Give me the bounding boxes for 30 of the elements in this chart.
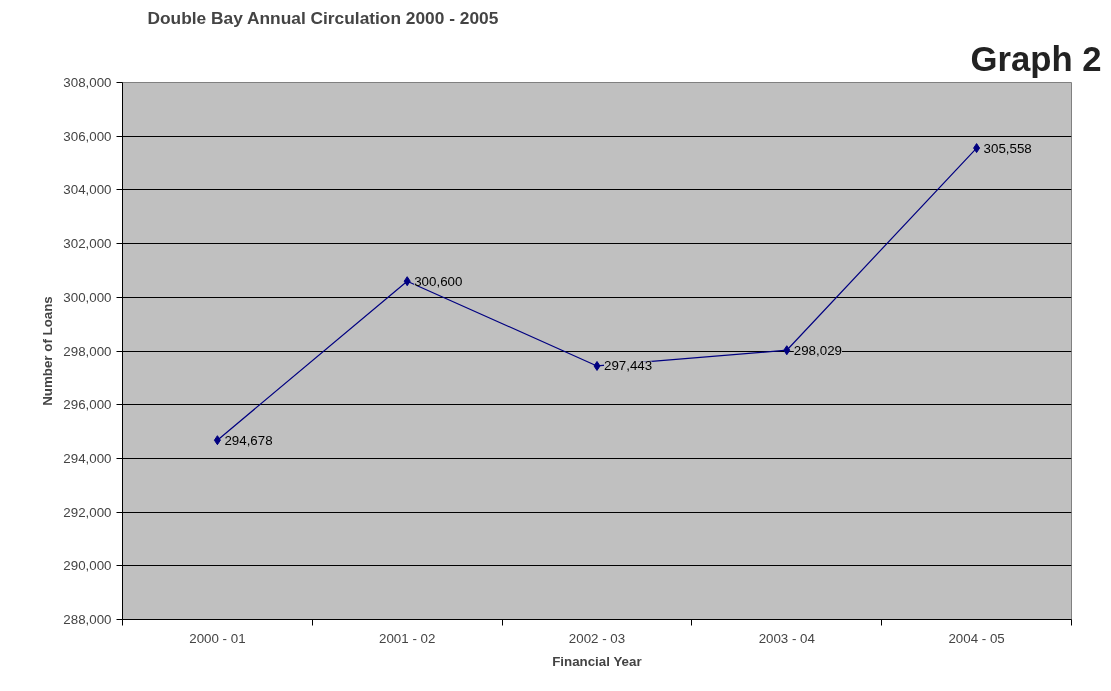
y-tick-label: 304,000: [63, 182, 112, 198]
x-tick-label: 2004 - 05: [948, 630, 1005, 646]
x-axis-title: Financial Year: [552, 653, 642, 669]
data-label: 298,029: [793, 342, 842, 358]
point: [213, 435, 221, 446]
y-tick-label: 288,000: [63, 612, 112, 627]
y-tick-label: 306,000: [63, 128, 112, 144]
y-tick-label: 294,000: [63, 450, 112, 466]
point: [403, 276, 411, 287]
x-tick-label: 2002 - 03: [568, 630, 626, 646]
point: [593, 360, 601, 371]
point: [783, 345, 791, 356]
data-label: 294,678: [224, 432, 273, 448]
y-tick-label: 300,000: [63, 289, 112, 305]
caption: Graph 2: [970, 39, 1102, 78]
y-tick-label: 292,000: [63, 504, 112, 520]
y-tick-label: 302,000: [63, 236, 112, 252]
y-tick-label: 296,000: [63, 397, 112, 413]
data-label: 305,558: [983, 140, 1032, 156]
y-tick-label: 290,000: [63, 558, 112, 574]
y-tick-label: 308,000: [63, 75, 112, 90]
y-axis-title: Number of Loans: [40, 296, 56, 406]
x-tick-label: 2003 - 04: [758, 630, 816, 646]
data-label: 300,600: [414, 273, 463, 289]
data-label: 297,443: [604, 358, 653, 374]
point: [973, 143, 981, 154]
x-tick-label: 2001 - 02: [379, 630, 436, 646]
chart-title: Double Bay Annual Circulation 2000 - 2005: [147, 7, 499, 28]
x-tick-label: 2000 - 01: [189, 630, 246, 646]
y-tick-label: 298,000: [63, 343, 112, 359]
